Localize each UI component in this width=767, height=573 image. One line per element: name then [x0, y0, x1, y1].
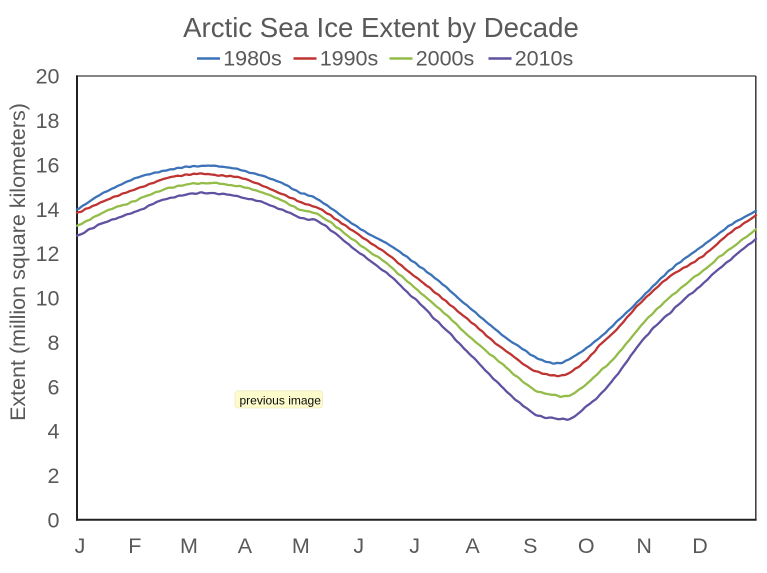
svg-text:Arctic Sea Ice Extent by Decad: Arctic Sea Ice Extent by Decade: [183, 12, 579, 43]
svg-text:D: D: [692, 534, 708, 558]
svg-text:A: A: [465, 534, 480, 558]
svg-text:A: A: [238, 534, 253, 558]
svg-text:2010s: 2010s: [515, 47, 574, 71]
svg-text:10: 10: [36, 287, 60, 311]
svg-text:J: J: [353, 534, 364, 558]
svg-text:1980s: 1980s: [223, 47, 282, 71]
svg-text:previous image: previous image: [240, 394, 322, 408]
svg-text:20: 20: [36, 65, 60, 89]
svg-text:J: J: [409, 534, 420, 558]
svg-text:4: 4: [48, 420, 60, 444]
svg-text:16: 16: [36, 154, 60, 178]
svg-text:Extent (million square kilomet: Extent (million square kilometers): [6, 103, 30, 421]
svg-text:14: 14: [36, 198, 60, 222]
svg-text:8: 8: [48, 331, 60, 355]
svg-text:M: M: [180, 534, 198, 558]
svg-text:2: 2: [48, 464, 60, 488]
svg-text:2000s: 2000s: [416, 47, 475, 71]
svg-text:F: F: [128, 534, 141, 558]
svg-text:J: J: [75, 534, 86, 558]
svg-text:M: M: [292, 534, 310, 558]
svg-text:12: 12: [36, 242, 60, 266]
svg-text:O: O: [578, 534, 595, 558]
svg-text:N: N: [636, 534, 652, 558]
svg-text:1990s: 1990s: [320, 47, 379, 71]
svg-text:6: 6: [48, 375, 60, 399]
svg-text:S: S: [523, 534, 537, 558]
svg-text:18: 18: [36, 109, 60, 133]
svg-text:0: 0: [48, 509, 60, 533]
